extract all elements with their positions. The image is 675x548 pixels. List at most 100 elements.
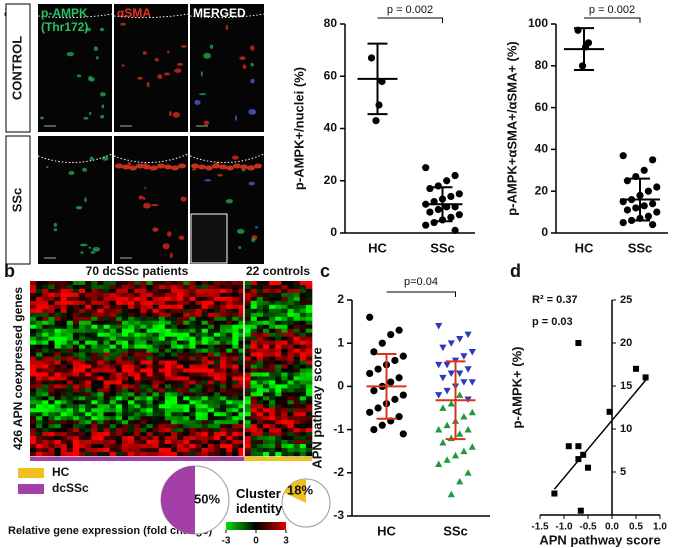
heatmap-cell: [171, 352, 178, 357]
heatmap-cell: [244, 328, 251, 334]
heatmap-cell: [226, 428, 233, 433]
heatmap-cell: [305, 424, 313, 429]
heatmap-cell: [146, 444, 153, 449]
heatmap-cell: [54, 400, 61, 405]
heatmap-cell: [91, 356, 98, 361]
heatmap-cell: [201, 400, 209, 405]
heatmap-cell: [189, 340, 196, 345]
heatmap-cell: [256, 384, 264, 389]
heatmap-cell: [226, 408, 233, 413]
heatmap-cell: [164, 340, 172, 345]
heatmap-cell: [305, 316, 313, 322]
heatmap-cell: [60, 356, 68, 361]
cell-signal: [254, 226, 259, 229]
heatmap-cell: [164, 388, 172, 393]
heatmap-cell: [121, 444, 129, 449]
heatmap-cell: [66, 344, 74, 349]
heatmap-cell: [121, 384, 129, 389]
vessel-cell: [178, 163, 186, 169]
heatmap-cell: [109, 420, 117, 425]
data-point: [633, 365, 639, 372]
heatmap-cell: [213, 436, 221, 441]
heatmap-cell: [293, 340, 301, 345]
heatmap-cell: [146, 281, 153, 286]
heatmap-cell: [183, 424, 190, 429]
heatmap-cell: [299, 392, 307, 397]
heatmap-cell: [60, 352, 68, 357]
heatmap-cell: [164, 444, 172, 449]
heatmap-cell: [79, 304, 86, 310]
heatmap-cell: [109, 316, 117, 322]
annotation: p = 0.002: [387, 4, 433, 16]
heatmap-cell: [66, 284, 74, 290]
data-point: [644, 212, 653, 220]
heatmap-cell: [48, 344, 55, 349]
cell-signal: [93, 46, 99, 52]
heatmap-cell: [42, 352, 49, 357]
heatmap-cell: [134, 400, 141, 405]
heatmap-cell: [134, 380, 141, 385]
heatmap-cell: [36, 320, 43, 326]
heatmap-cell: [121, 380, 129, 385]
heatmap-cell: [213, 432, 221, 437]
heatmap-cell: [232, 452, 239, 457]
heatmap-cell: [213, 428, 221, 433]
heatmap-cell: [195, 324, 202, 330]
heatmap-cell: [275, 392, 282, 397]
heatmap-cell: [299, 344, 307, 349]
heatmap-cell: [140, 388, 147, 393]
heatmap-cell: [275, 432, 282, 437]
heatmap-cell: [250, 444, 258, 449]
heatmap-cell: [232, 440, 239, 445]
heatmap-cell: [30, 304, 37, 310]
heatmap-cell: [91, 372, 98, 377]
heatmap-cell: [158, 388, 166, 393]
heatmap-cell: [97, 408, 104, 413]
heatmap-cell: [238, 348, 245, 353]
error-bar: [445, 360, 466, 441]
heatmap-cell: [36, 372, 43, 377]
vessel-cell: [164, 164, 172, 170]
heatmap-cell: [152, 440, 160, 445]
heatmap-cell: [79, 404, 86, 409]
cell-signal: [248, 181, 255, 186]
heatmap-cell: [238, 300, 245, 306]
heatmap-cell: [140, 304, 147, 310]
heatmap-cell: [103, 408, 110, 413]
heatmap-cell: [201, 436, 209, 441]
heatmap-cell: [201, 312, 209, 318]
heatmap-cell: [195, 392, 202, 397]
heatmap-cell: [66, 300, 74, 306]
heatmap-cell: [287, 336, 294, 341]
heatmap-cell: [30, 316, 37, 322]
heatmap-cell: [66, 368, 74, 373]
heatmap-cell: [189, 448, 196, 453]
heatmap-cell: [299, 420, 307, 425]
heatmap-cell: [30, 320, 37, 326]
heatmap-cell: [189, 324, 196, 330]
heatmap-cell: [220, 308, 227, 314]
heatmap-cell: [85, 380, 92, 385]
heatmap-cell: [103, 281, 110, 286]
heatmap-cell: [238, 312, 245, 318]
heatmap-cell: [226, 296, 233, 302]
cell-signal: [92, 247, 101, 252]
heatmap-cell: [183, 336, 190, 341]
heatmap-cell: [305, 300, 313, 306]
heatmap-cell: [281, 332, 288, 337]
heatmap-cell: [103, 404, 110, 409]
heatmap-cell: [134, 424, 141, 429]
data-point: [435, 392, 443, 399]
heatmap-cell: [79, 420, 86, 425]
heatmap-cell: [226, 448, 233, 453]
legend-label: HC: [52, 465, 70, 479]
heatmap-cell: [85, 408, 92, 413]
heatmap-cell: [85, 420, 92, 425]
heatmap-cell: [275, 408, 282, 413]
cell-signal: [234, 115, 238, 121]
heatmap-cell: [115, 436, 123, 441]
heatmap-cell: [115, 400, 123, 405]
heatmap-cell: [207, 360, 215, 365]
heatmap-cell: [42, 320, 49, 326]
heatmap-cell: [183, 400, 190, 405]
